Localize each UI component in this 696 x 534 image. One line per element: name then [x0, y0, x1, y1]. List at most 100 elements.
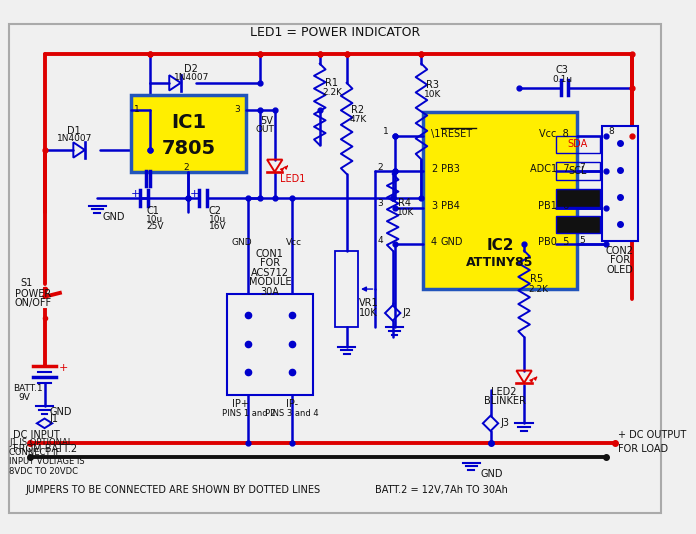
Text: GND: GND: [49, 407, 72, 417]
Bar: [555, 216, 600, 233]
Text: 4: 4: [377, 235, 383, 245]
Text: BATT.2 = 12V,7Ah TO 30Ah: BATT.2 = 12V,7Ah TO 30Ah: [375, 485, 508, 496]
Bar: [555, 162, 600, 180]
Bar: [555, 136, 600, 153]
Text: INPUT VOLTAGE IS: INPUT VOLTAGE IS: [9, 457, 85, 466]
Text: \1: \1: [431, 129, 441, 139]
Text: 25V: 25V: [146, 222, 164, 231]
Text: GND: GND: [102, 212, 125, 222]
Text: 5V: 5V: [260, 116, 274, 126]
Text: OUT: OUT: [255, 125, 274, 135]
Text: MODULE: MODULE: [248, 277, 291, 287]
Text: 2: 2: [184, 163, 189, 172]
Text: J2: J2: [402, 308, 411, 318]
Text: 2: 2: [431, 164, 437, 174]
Text: 47K: 47K: [349, 115, 367, 124]
Text: 1: 1: [134, 105, 139, 114]
Text: VR1: VR1: [359, 299, 379, 309]
Text: C3: C3: [555, 65, 569, 75]
Text: IP+: IP+: [232, 399, 248, 409]
Text: IC2: IC2: [487, 238, 514, 254]
Text: PINS 3 and 4: PINS 3 and 4: [265, 409, 319, 418]
Bar: [602, 126, 638, 241]
Text: ADC1  7: ADC1 7: [530, 164, 569, 174]
Text: 8VDC TO 20VDC: 8VDC TO 20VDC: [9, 467, 78, 476]
Text: IP-: IP-: [286, 399, 299, 409]
Text: D2: D2: [184, 65, 198, 74]
Text: CONNECT IF: CONNECT IF: [9, 447, 61, 457]
Text: J1: J1: [49, 414, 58, 425]
Text: R3: R3: [426, 80, 439, 90]
Text: 0.1u: 0.1u: [552, 75, 572, 83]
Text: PB0  5: PB0 5: [538, 237, 569, 247]
Text: LED2: LED2: [491, 387, 516, 397]
Text: OLED: OLED: [606, 265, 633, 275]
Text: 5: 5: [580, 235, 585, 245]
Text: BATT.1: BATT.1: [13, 384, 42, 394]
Text: 1N4007: 1N4007: [57, 134, 93, 143]
Text: 3: 3: [235, 105, 240, 114]
Text: IC1: IC1: [171, 113, 206, 132]
Text: PB3: PB3: [441, 164, 459, 174]
Text: 7: 7: [580, 163, 585, 172]
Text: +: +: [131, 189, 140, 199]
Text: GND: GND: [481, 469, 503, 479]
Text: PINS 1 and 2: PINS 1 and 2: [222, 409, 276, 418]
Text: DC INPUT: DC INPUT: [13, 430, 60, 440]
Text: JUMPERS TO BE CONNECTED ARE SHOWN BY DOTTED LINES: JUMPERS TO BE CONNECTED ARE SHOWN BY DOT…: [25, 485, 320, 496]
Bar: [227, 294, 313, 395]
Text: +: +: [189, 189, 199, 199]
Text: CON1: CON1: [256, 248, 284, 258]
Text: 7805: 7805: [161, 139, 216, 158]
Text: 2.2K: 2.2K: [528, 285, 548, 294]
Text: 16V: 16V: [209, 222, 226, 231]
Text: 9V: 9V: [19, 393, 31, 402]
Text: 1: 1: [383, 127, 389, 136]
Text: FROM BATT.2: FROM BATT.2: [13, 444, 77, 454]
Text: FOR: FOR: [610, 255, 630, 265]
Text: ATTINY85: ATTINY85: [466, 256, 534, 269]
Text: 1N4007: 1N4007: [174, 73, 209, 82]
Text: R2: R2: [351, 105, 365, 115]
Text: ACS712: ACS712: [251, 268, 289, 278]
Text: 6: 6: [580, 199, 585, 208]
Text: CON2: CON2: [606, 246, 634, 256]
Text: POWER: POWER: [15, 289, 51, 299]
Text: C2: C2: [209, 206, 221, 216]
Text: 2.2K: 2.2K: [323, 88, 342, 97]
Text: 10K: 10K: [425, 90, 442, 99]
Text: 10K: 10K: [397, 208, 414, 217]
Text: Vcc: Vcc: [569, 193, 587, 203]
Bar: [423, 112, 577, 289]
Text: 10u: 10u: [146, 215, 164, 224]
Text: LED1 = POWER INDICATOR: LED1 = POWER INDICATOR: [250, 26, 420, 38]
Text: RESET: RESET: [441, 129, 472, 139]
Text: 3: 3: [431, 201, 437, 210]
Text: FOR LOAD: FOR LOAD: [618, 444, 668, 454]
Bar: [335, 250, 358, 327]
Text: GND: GND: [441, 237, 463, 247]
Text: 3: 3: [377, 199, 383, 208]
Text: R1: R1: [324, 78, 338, 88]
Text: R4: R4: [398, 198, 411, 208]
Text: + DC OUTPUT: + DC OUTPUT: [618, 430, 686, 440]
Text: 10u: 10u: [209, 215, 226, 224]
Text: BLINKER: BLINKER: [484, 396, 525, 406]
Text: J3: J3: [500, 418, 509, 428]
Text: SDA: SDA: [568, 139, 588, 149]
Text: R5: R5: [530, 274, 543, 285]
Text: PB4: PB4: [441, 201, 459, 210]
Text: 4: 4: [431, 237, 437, 247]
Text: D1: D1: [67, 126, 80, 136]
Text: LED1: LED1: [280, 174, 306, 184]
Text: PB1  6: PB1 6: [538, 201, 569, 210]
Text: Vcc  8: Vcc 8: [539, 129, 569, 139]
Text: Vcc: Vcc: [286, 238, 302, 247]
Text: 2: 2: [377, 163, 383, 172]
Bar: [555, 190, 600, 207]
Text: +: +: [59, 363, 68, 373]
Bar: [131, 96, 246, 172]
Text: S1: S1: [21, 278, 33, 288]
Text: ON/OFF: ON/OFF: [15, 299, 52, 309]
Text: SCL: SCL: [569, 166, 587, 176]
